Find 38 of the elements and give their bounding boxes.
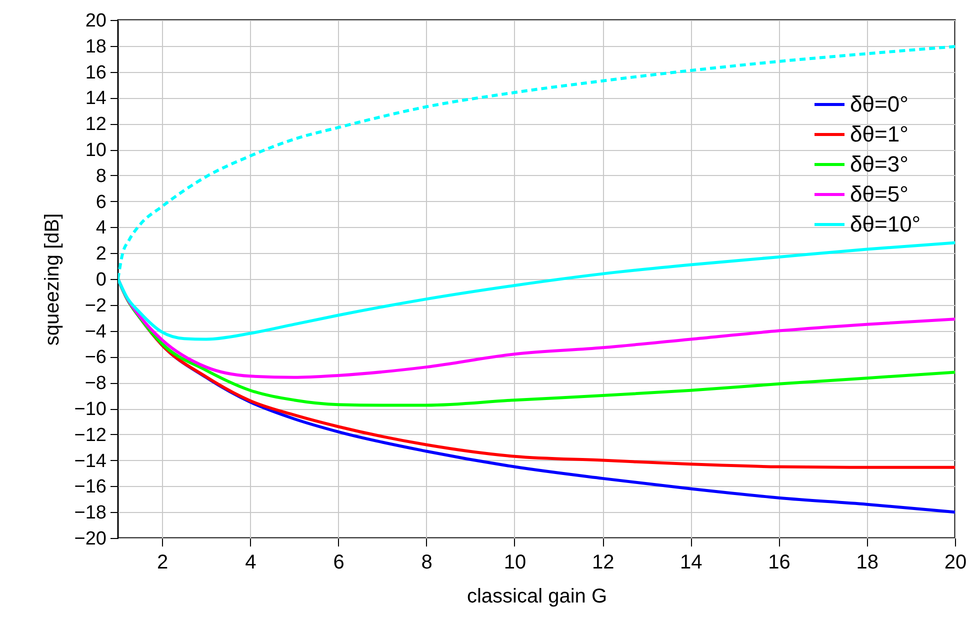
y-tick-label: −18 [74, 502, 106, 524]
y-tick-label: −6 [84, 347, 106, 368]
x-tick-label: 12 [592, 552, 614, 574]
legend-label: δθ=10° [850, 212, 921, 236]
y-tick-label: −4 [84, 321, 107, 342]
y-tick-label: −20 [74, 528, 106, 550]
legend-label: δθ=5° [850, 182, 908, 206]
y-tick-label: 12 [85, 114, 106, 136]
legend-label: δθ=0° [850, 92, 908, 116]
y-tick-label: −8 [84, 373, 106, 394]
y-axis-title: squeezing [dB] [41, 213, 64, 346]
x-tick-label: 16 [768, 552, 790, 574]
x-tick-label: 14 [680, 552, 702, 574]
y-tick-label: −2 [84, 295, 106, 316]
x-tick-label: 4 [245, 552, 256, 574]
y-tick-label: −12 [74, 424, 106, 446]
x-tick-label: 2 [156, 552, 168, 574]
y-tick-label: 4 [96, 218, 107, 239]
legend-label: δθ=3° [850, 152, 908, 176]
x-tick-label: 6 [333, 552, 344, 574]
y-tick-label: 0 [96, 270, 106, 290]
x-axis-title: classical gain G [466, 586, 608, 608]
y-tick-label: 10 [85, 140, 106, 161]
x-tick-label: 18 [856, 552, 879, 574]
legend-label: δθ=1° [850, 122, 908, 146]
x-tick-label: 8 [421, 552, 432, 574]
y-tick-label: −10 [74, 399, 106, 420]
y-tick-label: −16 [74, 476, 106, 498]
y-tick-label: 8 [96, 166, 106, 187]
y-tick-label: 16 [85, 62, 106, 84]
y-tick-label: 18 [85, 36, 106, 58]
y-tick-label: 2 [96, 244, 106, 265]
x-tick-label: 20 [944, 552, 967, 574]
y-tick-label: 20 [85, 10, 106, 32]
y-tick-label: −14 [74, 450, 107, 472]
x-tick-label: 10 [504, 552, 526, 574]
y-tick-label: 14 [85, 88, 107, 110]
y-tick-label: 6 [96, 192, 106, 213]
